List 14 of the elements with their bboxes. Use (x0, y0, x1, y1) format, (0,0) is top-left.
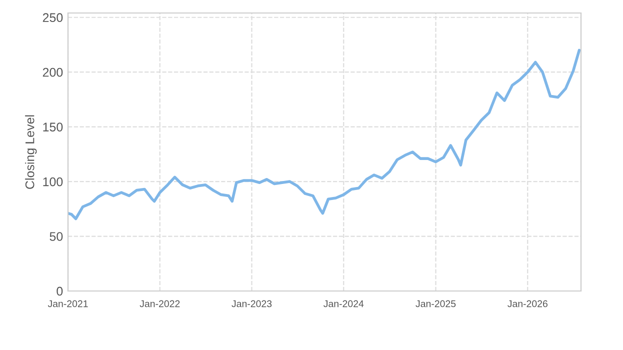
x-tick-label: Jan-2026 (508, 300, 548, 308)
y-tick-label: 250 (42, 13, 63, 22)
x-tick-label: Jan-2021 (48, 300, 88, 308)
y-tick-label: 0 (56, 286, 63, 296)
x-tick-label: Jan-2025 (416, 300, 456, 308)
y-tick-label: 200 (42, 68, 63, 77)
y-tick-label: 150 (43, 122, 63, 132)
x-tick-label: Jan-2022 (140, 300, 180, 308)
line-series (68, 48, 581, 220)
x-tick-label: Jan-2023 (232, 300, 272, 308)
y-axis-title: Closing Level (25, 115, 37, 189)
x-tick-label: Jan-2024 (324, 300, 364, 308)
y-tick-label: 50 (50, 232, 63, 241)
y-tick-label: 100 (43, 177, 63, 186)
